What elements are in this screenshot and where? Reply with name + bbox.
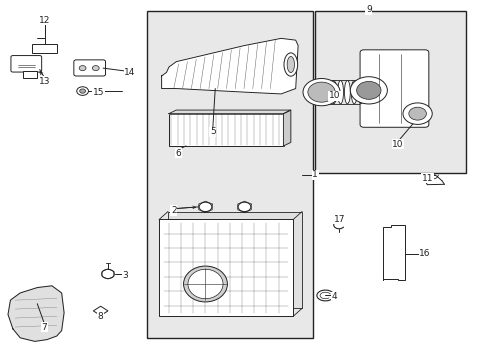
Circle shape [80, 89, 85, 93]
Text: 13: 13 [39, 77, 50, 86]
Ellipse shape [284, 53, 297, 76]
Bar [147, 12, 312, 338]
Ellipse shape [344, 81, 349, 104]
Polygon shape [283, 110, 290, 146]
Circle shape [408, 107, 426, 120]
Bar [32, 44, 57, 53]
Circle shape [303, 78, 339, 106]
FancyBboxPatch shape [74, 60, 105, 76]
Bar [315, 12, 466, 173]
Polygon shape [8, 286, 64, 341]
Polygon shape [383, 225, 405, 280]
Ellipse shape [357, 81, 363, 104]
Bar [168, 114, 283, 146]
Text: 2: 2 [171, 206, 176, 215]
Circle shape [356, 81, 380, 99]
Polygon shape [168, 110, 290, 114]
Ellipse shape [286, 57, 294, 73]
Circle shape [307, 82, 334, 102]
Ellipse shape [317, 81, 323, 104]
Text: 16: 16 [418, 249, 430, 258]
Text: 17: 17 [333, 215, 345, 224]
Text: 15: 15 [92, 87, 104, 96]
Text: 5: 5 [209, 127, 215, 136]
Circle shape [77, 87, 88, 95]
Text: 10: 10 [391, 140, 403, 149]
Bar [22, 71, 37, 78]
Circle shape [79, 66, 86, 71]
Ellipse shape [183, 266, 227, 302]
Text: 11: 11 [421, 174, 432, 183]
Text: 10: 10 [328, 91, 340, 100]
Text: 9: 9 [365, 5, 371, 14]
Text: 6: 6 [176, 149, 181, 158]
FancyBboxPatch shape [11, 55, 41, 72]
Text: 7: 7 [41, 323, 47, 332]
Text: 1: 1 [312, 170, 317, 179]
Ellipse shape [324, 81, 329, 104]
Circle shape [402, 103, 431, 125]
Text: 8: 8 [98, 312, 103, 321]
Circle shape [92, 66, 99, 71]
Circle shape [349, 77, 386, 104]
Text: 12: 12 [39, 16, 50, 25]
Bar [159, 220, 293, 316]
Circle shape [238, 202, 250, 212]
Text: 3: 3 [122, 270, 128, 279]
Ellipse shape [187, 269, 223, 299]
Polygon shape [161, 39, 298, 94]
FancyBboxPatch shape [359, 50, 428, 127]
Text: 14: 14 [124, 68, 135, 77]
Polygon shape [93, 306, 108, 316]
Ellipse shape [350, 81, 356, 104]
Bar [167, 212, 302, 309]
Ellipse shape [337, 81, 343, 104]
Circle shape [199, 202, 211, 212]
Text: 4: 4 [331, 292, 337, 301]
Ellipse shape [330, 81, 336, 104]
Circle shape [102, 269, 114, 279]
